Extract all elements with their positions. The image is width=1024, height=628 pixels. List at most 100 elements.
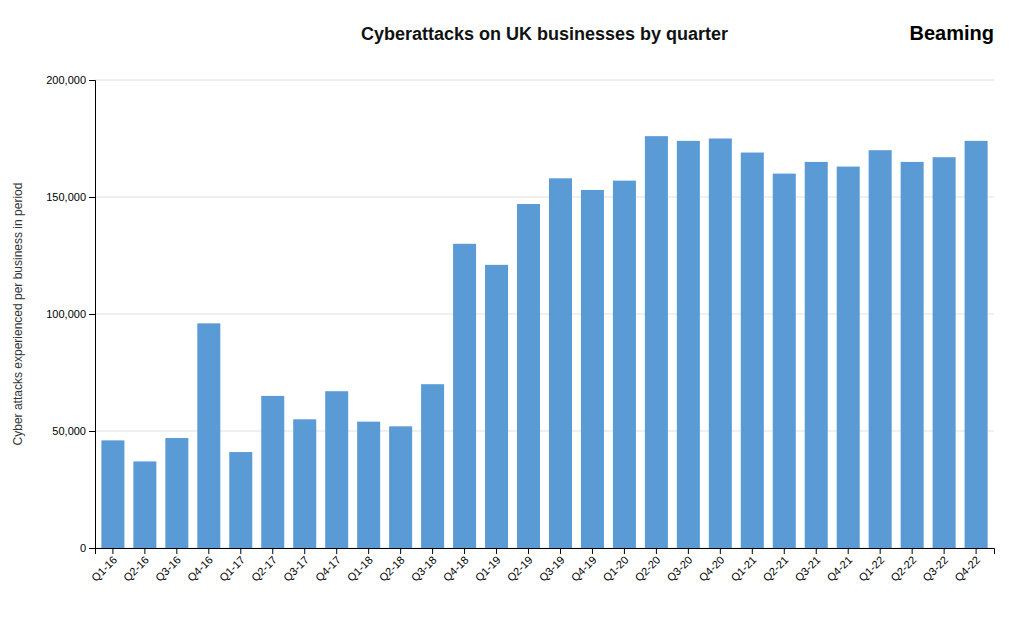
tick-label: Q1-21 <box>728 554 758 584</box>
tick-label: Q1-17 <box>217 554 247 584</box>
tick-mark <box>304 548 305 554</box>
tick-mark <box>976 548 977 554</box>
tick: Q2-16 <box>121 548 151 584</box>
tick-mark <box>112 548 113 554</box>
tick: Q2-21 <box>760 548 790 584</box>
tick-label: Q3-21 <box>792 554 822 584</box>
tick-mark <box>272 548 273 554</box>
tick-label: Q4-16 <box>185 554 215 584</box>
tick-mark <box>464 548 465 554</box>
bar <box>261 396 284 548</box>
tick-label: Q2-19 <box>505 554 535 584</box>
bar <box>709 139 732 549</box>
bar <box>645 136 668 548</box>
tick-label: Q2-16 <box>121 554 151 584</box>
tick-mark <box>240 548 241 554</box>
bar <box>165 438 188 548</box>
bar <box>389 426 412 548</box>
tick: Q4-21 <box>824 548 854 584</box>
tick: Q3-18 <box>409 548 439 584</box>
bar <box>229 452 252 548</box>
tick: Q3-20 <box>664 548 694 584</box>
bar <box>741 153 764 548</box>
tick-label: Q1-20 <box>601 554 631 584</box>
tick: 200,000 <box>46 74 95 86</box>
tick: Q1-21 <box>728 548 758 584</box>
tick-label: Q2-17 <box>249 554 279 584</box>
tick: 0 <box>80 542 95 554</box>
chart: 050,000100,000150,000200,000Q1-16Q2-16Q3… <box>0 0 1024 628</box>
bar <box>837 167 860 548</box>
bar <box>613 181 636 548</box>
tick-mark <box>368 548 369 554</box>
grid <box>95 80 994 548</box>
tick: Q1-18 <box>345 548 375 584</box>
tick-mark <box>720 548 721 554</box>
bar <box>133 461 156 548</box>
tick-mark <box>144 548 145 554</box>
tick: Q4-18 <box>441 548 471 584</box>
bars <box>101 136 987 548</box>
tick-mark <box>89 314 95 315</box>
tick-mark <box>89 197 95 198</box>
tick-label: Q3-20 <box>664 554 694 584</box>
tick-label: Q1-19 <box>473 554 503 584</box>
tick-label: Q4-21 <box>824 554 854 584</box>
bar <box>677 141 700 548</box>
tick: Q4-22 <box>952 548 982 584</box>
tick-mark <box>89 80 95 81</box>
tick-label: Q3-16 <box>153 554 183 584</box>
tick-label: 200,000 <box>46 74 86 86</box>
tick: Q1-16 <box>89 548 119 584</box>
tick-mark <box>784 548 785 554</box>
tick: Q4-16 <box>185 548 215 584</box>
tick-mark <box>432 548 433 554</box>
bar <box>901 162 924 548</box>
tick-label: Q2-20 <box>633 554 663 584</box>
tick: 150,000 <box>46 191 95 203</box>
bar <box>357 422 380 548</box>
tick-label: Q1-16 <box>89 554 119 584</box>
tick-label: Q2-21 <box>760 554 790 584</box>
x-axis: Q1-16Q2-16Q3-16Q4-16Q1-17Q2-17Q3-17Q4-17… <box>89 548 994 584</box>
tick-mark <box>848 548 849 554</box>
bar <box>933 157 956 548</box>
tick: Q2-20 <box>633 548 663 584</box>
tick: Q3-17 <box>281 548 311 584</box>
tick: Q3-21 <box>792 548 822 584</box>
annotation: Beaming <box>910 22 994 44</box>
tick: Q3-16 <box>153 548 183 584</box>
bar <box>581 190 604 548</box>
tick: Q1-17 <box>217 548 247 584</box>
tick-mark <box>176 548 177 554</box>
axis-line <box>96 549 995 555</box>
bar <box>549 178 572 548</box>
bar <box>517 204 540 548</box>
tick-label: Q2-18 <box>377 554 407 584</box>
bar <box>453 244 476 548</box>
tick-mark <box>880 548 881 554</box>
tick-label: Q4-20 <box>696 554 726 584</box>
grid-line <box>95 80 994 81</box>
tick-mark <box>592 548 593 554</box>
tick-mark <box>688 548 689 554</box>
tick: Q2-17 <box>249 548 279 584</box>
tick-label: Q4-18 <box>441 554 471 584</box>
tick: Q4-20 <box>696 548 726 584</box>
bar <box>965 141 988 548</box>
axis-line <box>89 81 96 549</box>
tick: Q1-20 <box>601 548 631 584</box>
bar <box>869 150 892 548</box>
tick-mark <box>208 548 209 554</box>
bar <box>421 384 444 548</box>
tick-mark <box>752 548 753 554</box>
tick-label: Q3-22 <box>920 554 950 584</box>
tick: Q2-19 <box>505 548 535 584</box>
bar <box>485 265 508 548</box>
plot-area: 050,000100,000150,000200,000Q1-16Q2-16Q3… <box>46 74 994 584</box>
tick-mark <box>528 548 529 554</box>
tick: Q2-18 <box>377 548 407 584</box>
tick-mark <box>944 548 945 554</box>
tick-label: 0 <box>80 542 86 554</box>
tick-mark <box>816 548 817 554</box>
